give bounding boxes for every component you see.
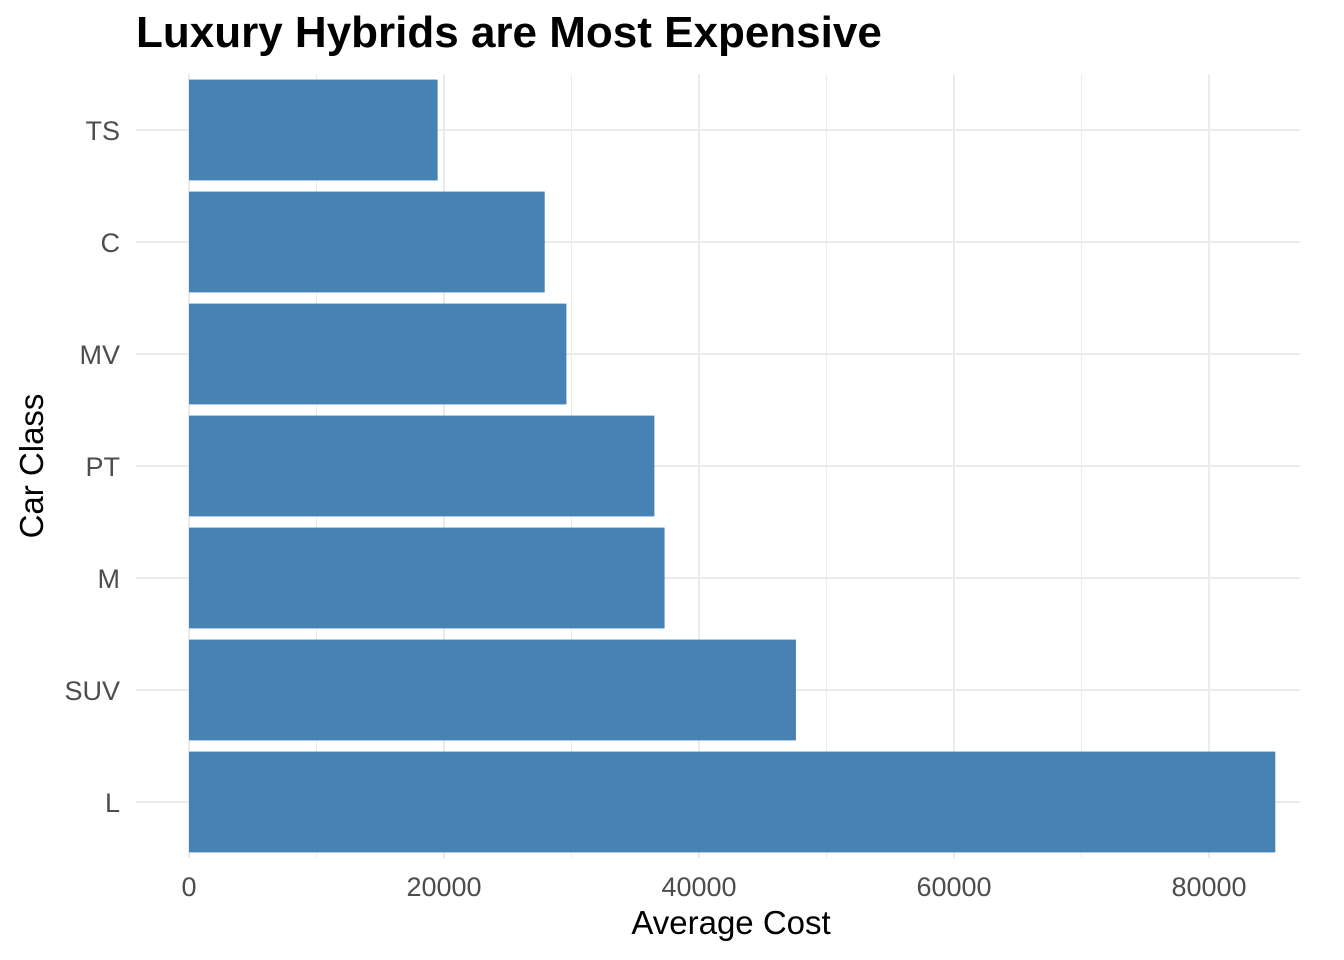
bar-c bbox=[189, 191, 545, 293]
y-tick-label: PT bbox=[85, 452, 120, 482]
bars bbox=[189, 79, 1276, 853]
bar-suv bbox=[189, 639, 796, 741]
y-tick-label: L bbox=[105, 788, 120, 818]
chart-title: Luxury Hybrids are Most Expensive bbox=[136, 8, 882, 57]
y-tick-label: TS bbox=[85, 116, 120, 146]
x-axis-title: Average Cost bbox=[631, 904, 831, 941]
bar-pt bbox=[189, 415, 655, 517]
y-tick-label: C bbox=[101, 228, 121, 258]
y-axis-ticks: L SUV M PT MV C TS bbox=[64, 116, 120, 818]
y-tick-label: SUV bbox=[64, 676, 120, 706]
bar-ts bbox=[189, 79, 438, 181]
x-tick-label: 80000 bbox=[1171, 872, 1246, 902]
bar-m bbox=[189, 527, 665, 629]
y-tick-label: MV bbox=[80, 340, 121, 370]
x-tick-label: 20000 bbox=[406, 872, 481, 902]
x-tick-label: 0 bbox=[181, 872, 196, 902]
y-axis-title: Car Class bbox=[13, 393, 50, 539]
x-tick-label: 60000 bbox=[916, 872, 991, 902]
bar-l bbox=[189, 751, 1276, 853]
x-tick-label: 40000 bbox=[661, 872, 736, 902]
x-axis-ticks: 0 20000 40000 60000 80000 bbox=[181, 872, 1246, 902]
bar-mv bbox=[189, 303, 567, 405]
y-tick-label: M bbox=[98, 564, 121, 594]
